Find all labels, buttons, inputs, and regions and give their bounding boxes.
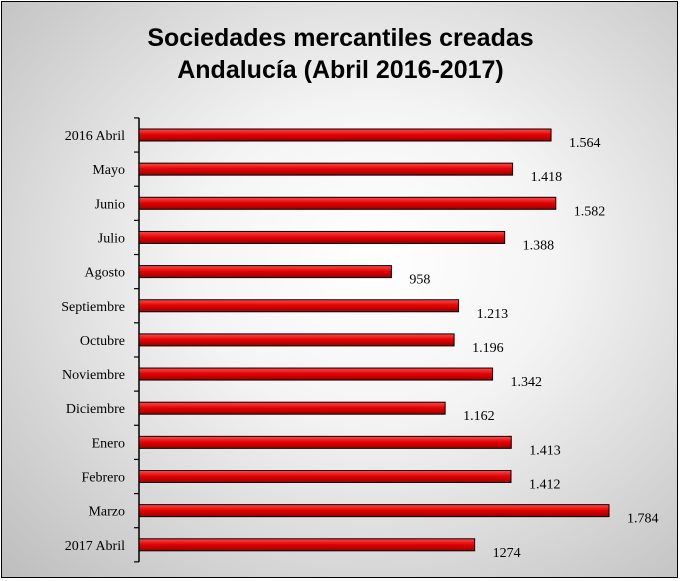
value-label: 958 <box>409 273 430 288</box>
chart-title-line-2: Andalucía (Abril 2016-2017) <box>177 56 504 84</box>
category-label: Junio <box>95 197 125 212</box>
chart-title-line-1: Sociedades mercantiles creadas <box>147 24 534 52</box>
category-label: Diciembre <box>66 402 125 417</box>
value-label: 1.196 <box>472 341 504 356</box>
value-label: 1.388 <box>523 238 555 253</box>
value-label: 1.784 <box>627 512 659 527</box>
category-label: Julio <box>98 231 125 246</box>
category-labels: 2016 Abril Mayo Junio Julio Agosto Septiembre… <box>61 129 125 554</box>
bar <box>138 128 552 142</box>
value-label: 1.582 <box>574 204 606 219</box>
value-label: 1.342 <box>511 375 543 390</box>
value-labels: 1.564 1.418 1.582 1.388 958 1.213 1.196 1.342 1.… <box>409 136 658 561</box>
bar <box>138 538 476 552</box>
value-label: 1.418 <box>531 170 563 185</box>
category-label: 2017 Abril <box>65 539 125 554</box>
value-label: 1.162 <box>463 409 495 424</box>
value-label: 1.213 <box>477 307 509 322</box>
category-label: Octubre <box>80 334 125 349</box>
chart-title: Sociedades mercantiles creadas Andalucía… <box>0 22 681 86</box>
bar-series <box>138 128 610 552</box>
category-label: Septiembre <box>61 300 125 315</box>
category-axis <box>134 117 140 563</box>
bar <box>138 299 460 313</box>
category-label: Enero <box>92 436 125 451</box>
category-label: 2016 Abril <box>65 129 125 144</box>
category-label: Noviembre <box>62 368 125 383</box>
category-label: Agosto <box>85 266 125 281</box>
category-label: Marzo <box>88 505 125 520</box>
bar <box>138 367 494 381</box>
bar <box>138 504 610 518</box>
bar <box>138 470 512 483</box>
value-label: 1.564 <box>569 136 601 151</box>
category-label: Mayo <box>92 163 125 178</box>
value-label: 1274 <box>493 546 521 561</box>
bar <box>138 435 512 449</box>
bar <box>138 230 506 244</box>
value-label: 1.413 <box>529 443 561 458</box>
bar <box>138 333 455 347</box>
category-label: Febrero <box>81 471 125 486</box>
bar <box>138 265 392 279</box>
value-label: 1.412 <box>529 478 561 493</box>
bar <box>138 401 446 415</box>
bar <box>138 196 557 210</box>
bar <box>138 162 514 176</box>
